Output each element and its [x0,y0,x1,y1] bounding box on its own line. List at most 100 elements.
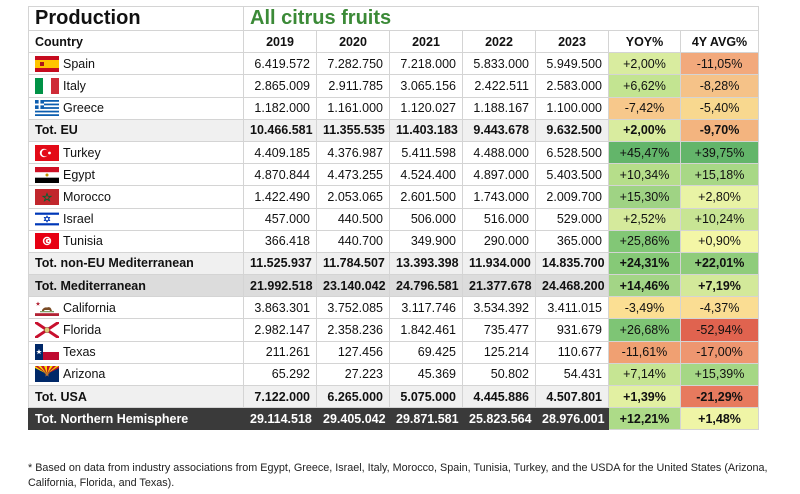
header-2023: 2023 [535,29,609,54]
value-2023: 54.431 [535,362,609,387]
yoy-percent: +2,52% [608,207,681,231]
value-2019: 21.992.518 [243,274,317,298]
table-row-tot-eu: Tot. EU 10.466.581 11.355.535 11.403.183 9.4… [28,118,760,142]
value-2019: 2.982.147 [243,318,317,342]
value-2023: 14.835.700 [535,251,609,276]
table-row-greece: Greece 1.182.000 1.161.000 1.120.027 1.188.1… [28,96,760,120]
country-cell: Tunisia [28,229,244,253]
value-2023: 2.583.000 [535,74,609,98]
total-label: Tot. non-EU Mediterranean [28,251,244,276]
four-year-avg-percent: -4,37% [679,296,760,320]
country-name: Florida [63,323,102,338]
value-2021: 45.369 [389,362,463,387]
morocco-flag-icon [35,188,59,205]
value-2021: 1.120.027 [389,96,463,120]
yoy-percent: +26,68% [608,318,681,342]
yoy-percent: -11,61% [608,340,681,364]
value-2019: 7.122.000 [243,384,317,409]
country-cell: Morocco [28,185,244,209]
table-row-egypt: Egypt 4.870.844 4.473.255 4.524.400 4.897.00… [28,163,760,187]
value-2020: 29.405.042 [316,407,390,431]
value-2019: 65.292 [243,362,317,387]
italy-flag-icon [35,77,59,94]
spain-flag-icon [35,55,59,72]
country-cell: Italy [28,74,244,98]
yoy-percent: +12,21% [608,407,681,431]
table-row-tot-northern-hemisphere: Tot. Northern Hemisphere 29.114.518 29.405… [28,407,760,431]
table-row-turkey: Turkey 4.409.185 4.376.987 5.411.598 4.488.0… [28,140,760,165]
header-2021: 2021 [389,29,463,54]
value-2023: 4.507.801 [535,384,609,409]
value-2022: 25.823.564 [462,407,536,431]
value-2022: 1.188.167 [462,96,536,120]
texas-flag-icon [35,344,59,361]
value-2020: 127.456 [316,340,390,364]
value-2022: 50.802 [462,362,536,387]
table-row-tot-non-eu-mediterranean: Tot. non-EU Mediterranean 11.525.937 11.78… [28,251,760,276]
value-2020: 440.700 [316,229,390,253]
country-name: Greece [63,101,104,116]
yoy-percent: +7,14% [608,362,681,387]
yoy-percent: +2,00% [608,52,681,76]
yoy-percent: -3,49% [608,296,681,320]
table-row-tot-mediterranean: Tot. Mediterranean 21.992.518 23.140.042 24… [28,274,760,298]
four-year-avg-percent: +2,80% [679,185,760,209]
value-2020: 4.376.987 [316,140,390,165]
value-2020: 6.265.000 [316,384,390,409]
value-2019: 4.409.185 [243,140,317,165]
value-2019: 1.422.490 [243,185,317,209]
header-yoy: YOY% [608,29,681,54]
value-2021: 7.218.000 [389,52,463,76]
value-2023: 6.528.500 [535,140,609,165]
value-2020: 4.473.255 [316,163,390,187]
value-2022: 290.000 [462,229,536,253]
four-year-avg-percent: -5,40% [679,96,760,120]
country-cell: California [28,296,244,320]
country-name: Texas [63,345,96,360]
florida-flag-icon [35,322,59,339]
table-subtitle: All citrus fruits [242,6,760,31]
table-row-california: California 3.863.301 3.752.085 3.117.746 3.5… [28,296,760,320]
value-2020: 27.223 [316,362,390,387]
value-2023: 5.403.500 [535,163,609,187]
table-row-florida: Florida 2.982.147 2.358.236 1.842.461 735.47… [28,318,760,342]
value-2022: 21.377.678 [462,274,536,298]
total-label: Tot. Mediterranean [28,274,244,298]
value-2020: 11.784.507 [316,251,390,276]
tunisia-flag-icon [35,233,59,250]
turkey-flag-icon [35,144,59,161]
value-2023: 1.100.000 [535,96,609,120]
country-name: Spain [63,56,95,71]
value-2021: 5.411.598 [389,140,463,165]
country-cell: Egypt [28,163,244,187]
value-2023: 529.000 [535,207,609,231]
country-name: Turkey [63,145,101,160]
value-2022: 3.534.392 [462,296,536,320]
value-2022: 11.934.000 [462,251,536,276]
country-name: Arizona [63,367,106,382]
four-year-avg-percent: -11,05% [679,52,760,76]
value-2021: 5.075.000 [389,384,463,409]
value-2020: 2.053.065 [316,185,390,209]
country-cell: Spain [28,52,244,76]
header-4y-avg: 4Y AVG% [679,29,760,54]
table-row-italy: Italy 2.865.009 2.911.785 3.065.156 2.422.51… [28,74,760,98]
table-row-tot-usa: Tot. USA 7.122.000 6.265.000 5.075.000 4.445… [28,384,760,409]
header-2022: 2022 [462,29,536,54]
total-label: Tot. USA [28,384,244,409]
country-cell: Texas [28,340,244,364]
value-2021: 349.900 [389,229,463,253]
value-2023: 5.949.500 [535,52,609,76]
production-table: Production All citrus fruits Country 201… [28,6,760,431]
value-2021: 29.871.581 [389,407,463,431]
yoy-percent: +24,31% [608,251,681,276]
value-2019: 10.466.581 [243,118,317,142]
value-2023: 2.009.700 [535,185,609,209]
value-2019: 457.000 [243,207,317,231]
country-name: Israel [63,212,94,227]
four-year-avg-percent: +15,18% [679,163,760,187]
yoy-percent: +2,00% [608,118,681,142]
value-2021: 4.524.400 [389,163,463,187]
four-year-avg-percent: -21,29% [679,384,760,409]
value-2020: 440.500 [316,207,390,231]
